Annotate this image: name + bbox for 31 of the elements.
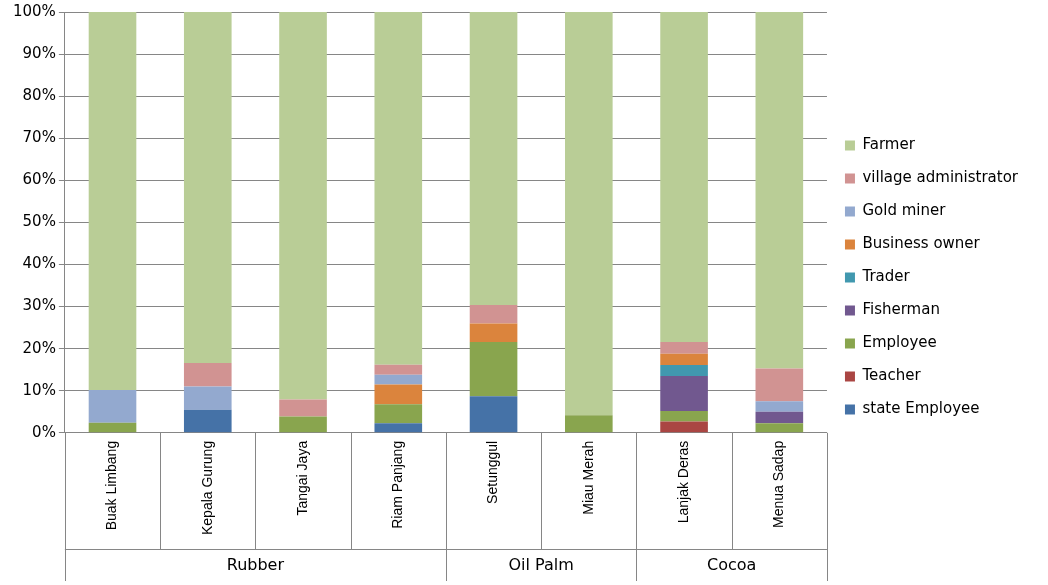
y-tick-label: 40% bbox=[22, 254, 56, 273]
legend-label: state Employee bbox=[862, 399, 980, 418]
text: Oil Palm bbox=[508, 555, 574, 575]
x-tick-label: Setunggul bbox=[484, 440, 501, 504]
y-tick-label: 10% bbox=[22, 380, 56, 399]
x-tick-label: Miau Merah bbox=[579, 440, 596, 515]
text: Cocoa bbox=[707, 555, 757, 575]
x-tick-label: Riam Panjang bbox=[389, 440, 406, 529]
y-tick-label: 30% bbox=[22, 296, 56, 315]
text: Rubber bbox=[226, 555, 285, 575]
y-tick-label: 90% bbox=[22, 43, 56, 62]
legend-label: Farmer bbox=[862, 135, 916, 154]
x-tick-label: Buak Limbang bbox=[103, 440, 120, 531]
x-tick-label: Tangai Jaya bbox=[293, 440, 310, 516]
legend-label: Gold miner bbox=[862, 201, 947, 220]
x-tick-label: Kepala Gurung bbox=[198, 440, 215, 536]
y-tick-label: 70% bbox=[22, 128, 56, 147]
legend-label: Teacher bbox=[861, 366, 922, 385]
y-tick-label: 0% bbox=[32, 422, 56, 441]
legend-label: Employee bbox=[862, 333, 937, 352]
legend-label: Fisherman bbox=[862, 300, 940, 319]
x-tick-label: Menua Sadap bbox=[770, 440, 787, 529]
legend-label: Business owner bbox=[862, 234, 981, 253]
y-tick-label: 60% bbox=[22, 170, 56, 189]
legend-label: Trader bbox=[861, 267, 911, 286]
y-tick-label: 50% bbox=[22, 212, 56, 231]
y-tick-label: 100% bbox=[12, 1, 56, 20]
legend-label: village administrator bbox=[862, 168, 1019, 187]
y-tick-label: 20% bbox=[22, 338, 56, 357]
y-tick-label: 80% bbox=[22, 86, 56, 105]
x-tick-label: Lanjak Deras bbox=[674, 440, 691, 524]
